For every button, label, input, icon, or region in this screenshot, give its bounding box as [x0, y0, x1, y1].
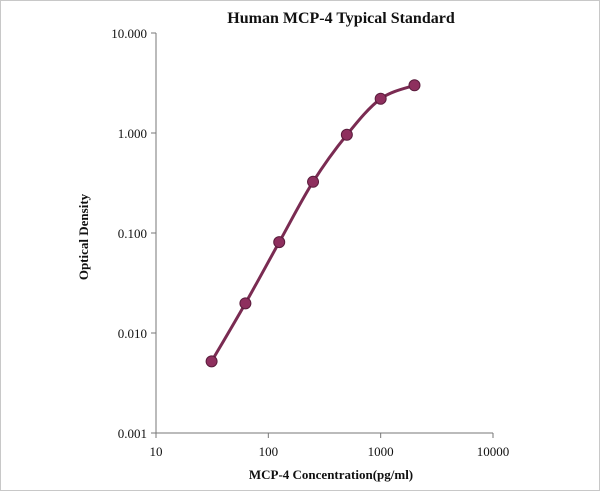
series-line [210, 83, 416, 363]
data-point [239, 297, 252, 310]
y-tick-label: 0.010 [118, 326, 147, 341]
x-tick-label: 1000 [368, 444, 394, 459]
x-tick-label: 10000 [477, 444, 510, 459]
chart-title: Human MCP-4 Typical Standard [227, 10, 455, 27]
data-point [273, 236, 286, 249]
x-tick-label: 10 [150, 444, 163, 459]
data-point [408, 79, 421, 92]
data-point [205, 355, 218, 368]
y-tick-label: 10.000 [111, 26, 147, 41]
data-point [307, 175, 320, 188]
x-axis-label: MCP-4 Concentration(pg/ml) [249, 467, 413, 482]
y-tick-label: 0.100 [118, 226, 147, 241]
data-point [340, 128, 353, 141]
series-layer [205, 79, 421, 368]
y-tick-label: 1.000 [118, 126, 147, 141]
data-point [374, 92, 387, 105]
x-tick-label: 100 [259, 444, 279, 459]
y-axis-label: Optical Density [76, 193, 91, 280]
y-tick-label: 0.001 [118, 426, 147, 441]
